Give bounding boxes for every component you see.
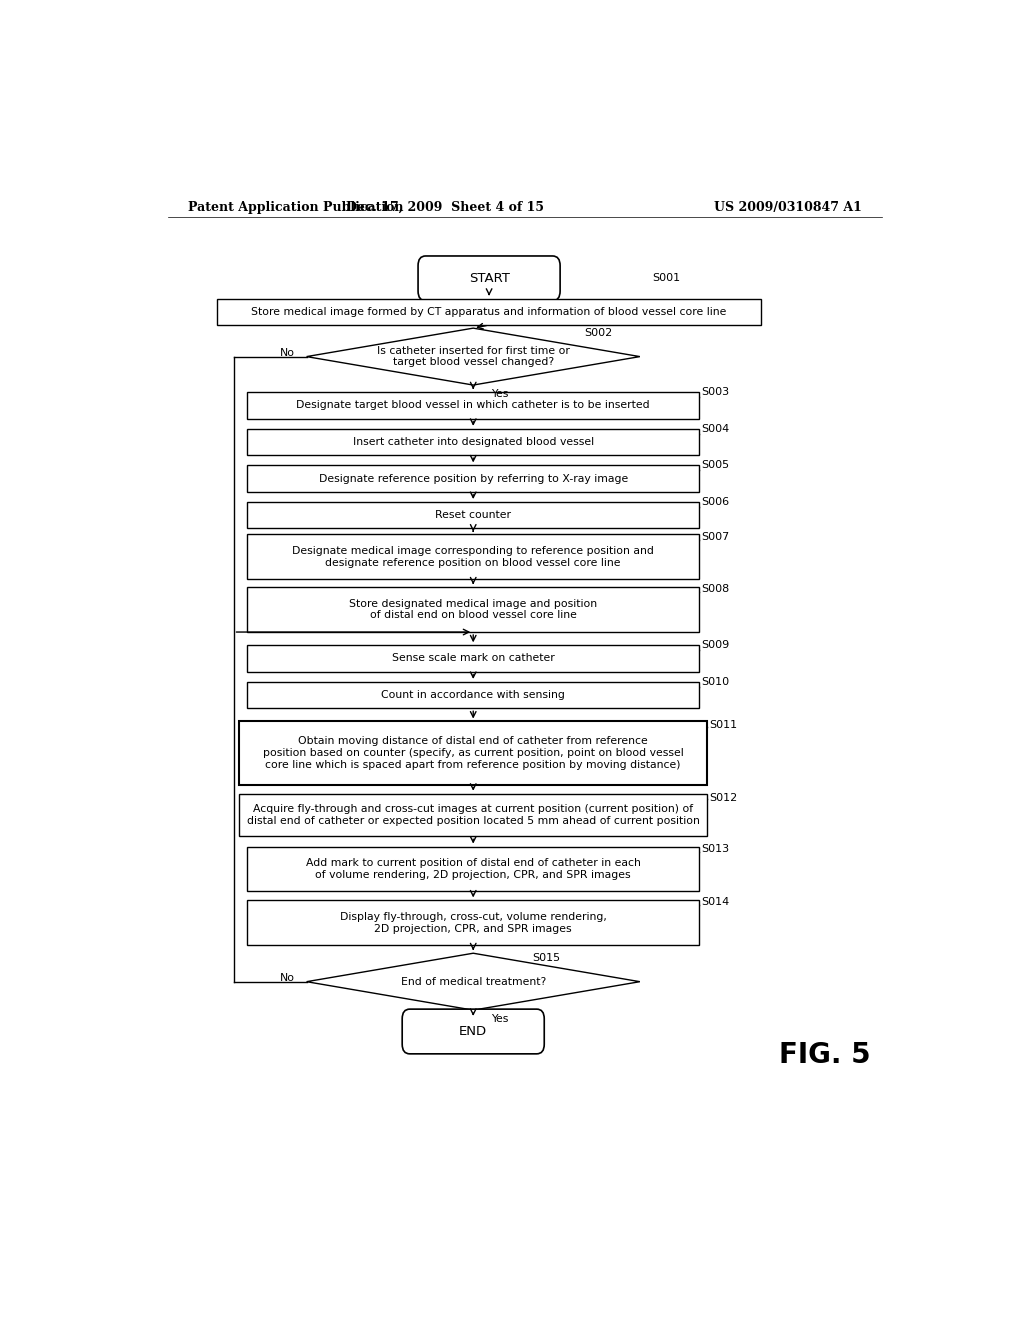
Text: Add mark to current position of distal end of catheter in each
of volume renderi: Add mark to current position of distal e…	[306, 858, 641, 879]
Text: US 2009/0310847 A1: US 2009/0310847 A1	[714, 201, 862, 214]
Bar	[247, 587, 699, 632]
Text: S007: S007	[701, 532, 729, 541]
Text: Patent Application Publication: Patent Application Publication	[187, 201, 403, 214]
Text: Dec. 17, 2009  Sheet 4 of 15: Dec. 17, 2009 Sheet 4 of 15	[346, 201, 545, 214]
Text: S012: S012	[709, 793, 737, 803]
Text: Reset counter: Reset counter	[435, 510, 511, 520]
Text: S004: S004	[701, 424, 729, 434]
Text: S005: S005	[701, 461, 729, 470]
Text: START: START	[469, 272, 510, 285]
Text: S014: S014	[701, 898, 729, 907]
Bar	[240, 722, 708, 784]
Text: Obtain moving distance of distal end of catheter from reference
position based o: Obtain moving distance of distal end of …	[263, 737, 684, 770]
Bar	[247, 466, 699, 492]
Text: Designate reference position by referring to X-ray image: Designate reference position by referrin…	[318, 474, 628, 483]
Text: S010: S010	[701, 677, 729, 686]
Text: Store medical image formed by CT apparatus and information of blood vessel core : Store medical image formed by CT apparat…	[252, 306, 727, 317]
Text: Yes: Yes	[490, 389, 508, 399]
Text: S011: S011	[709, 719, 737, 730]
FancyBboxPatch shape	[418, 256, 560, 301]
FancyBboxPatch shape	[402, 1008, 544, 1053]
Bar	[247, 846, 699, 891]
Text: Yes: Yes	[490, 1014, 508, 1024]
Text: S009: S009	[701, 640, 729, 651]
Text: Designate medical image corresponding to reference position and
designate refere: Designate medical image corresponding to…	[292, 546, 654, 568]
Text: No: No	[280, 347, 295, 358]
Bar	[247, 429, 699, 455]
Text: S015: S015	[532, 953, 561, 964]
Bar	[247, 502, 699, 528]
Bar	[217, 298, 761, 325]
Bar	[247, 900, 699, 945]
Text: S003: S003	[701, 387, 729, 397]
Bar	[240, 793, 708, 837]
Text: S002: S002	[585, 329, 612, 338]
Polygon shape	[306, 953, 640, 1010]
Text: FIG. 5: FIG. 5	[778, 1041, 870, 1069]
Text: S013: S013	[701, 843, 729, 854]
Bar	[247, 682, 699, 709]
Text: Sense scale mark on catheter: Sense scale mark on catheter	[392, 653, 555, 664]
Text: End of medical treatment?: End of medical treatment?	[400, 977, 546, 986]
Text: S006: S006	[701, 496, 729, 507]
Bar	[247, 392, 699, 418]
Text: Display fly-through, cross-cut, volume rendering,
2D projection, CPR, and SPR im: Display fly-through, cross-cut, volume r…	[340, 912, 606, 933]
Text: Is catheter inserted for first time or
target blood vessel changed?: Is catheter inserted for first time or t…	[377, 346, 569, 367]
Text: S008: S008	[701, 585, 729, 594]
Text: Acquire fly-through and cross-cut images at current position (current position) : Acquire fly-through and cross-cut images…	[247, 804, 699, 826]
Text: Designate target blood vessel in which catheter is to be inserted: Designate target blood vessel in which c…	[296, 400, 650, 411]
Text: S001: S001	[652, 273, 680, 284]
Text: Insert catheter into designated blood vessel: Insert catheter into designated blood ve…	[352, 437, 594, 447]
Bar	[247, 535, 699, 579]
Text: Count in accordance with sensing: Count in accordance with sensing	[381, 690, 565, 700]
Text: Store designated medical image and position
of distal end on blood vessel core l: Store designated medical image and posit…	[349, 599, 597, 620]
Polygon shape	[306, 329, 640, 385]
Bar	[247, 645, 699, 672]
Text: END: END	[459, 1026, 487, 1038]
Text: No: No	[280, 973, 295, 982]
